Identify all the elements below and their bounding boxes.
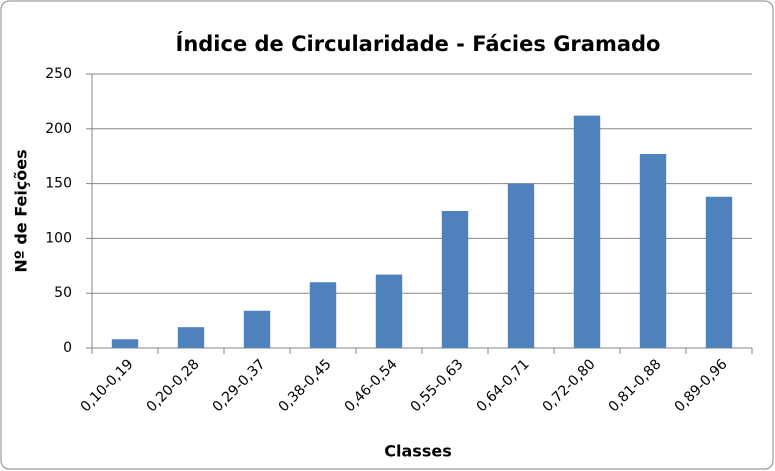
y-tick-label: 0 (63, 340, 72, 356)
bar (309, 282, 337, 348)
bar (111, 339, 139, 348)
bar (243, 310, 271, 348)
y-axis-label: Nº de Feições (12, 149, 31, 272)
y-tick-label: 50 (54, 285, 72, 301)
bar (375, 274, 403, 348)
bar (507, 183, 535, 348)
chart-title: Índice de Circularidade - Fácies Gramado (176, 31, 661, 56)
x-axis-label: Classes (384, 442, 451, 461)
bar (573, 115, 601, 348)
y-tick-label: 150 (45, 176, 72, 192)
bar (639, 154, 667, 348)
bar (177, 327, 205, 348)
y-tick-label: 250 (45, 66, 72, 82)
y-tick-label: 100 (45, 230, 72, 246)
bar (441, 211, 469, 348)
bar (705, 196, 733, 348)
y-tick-label: 200 (45, 121, 72, 137)
